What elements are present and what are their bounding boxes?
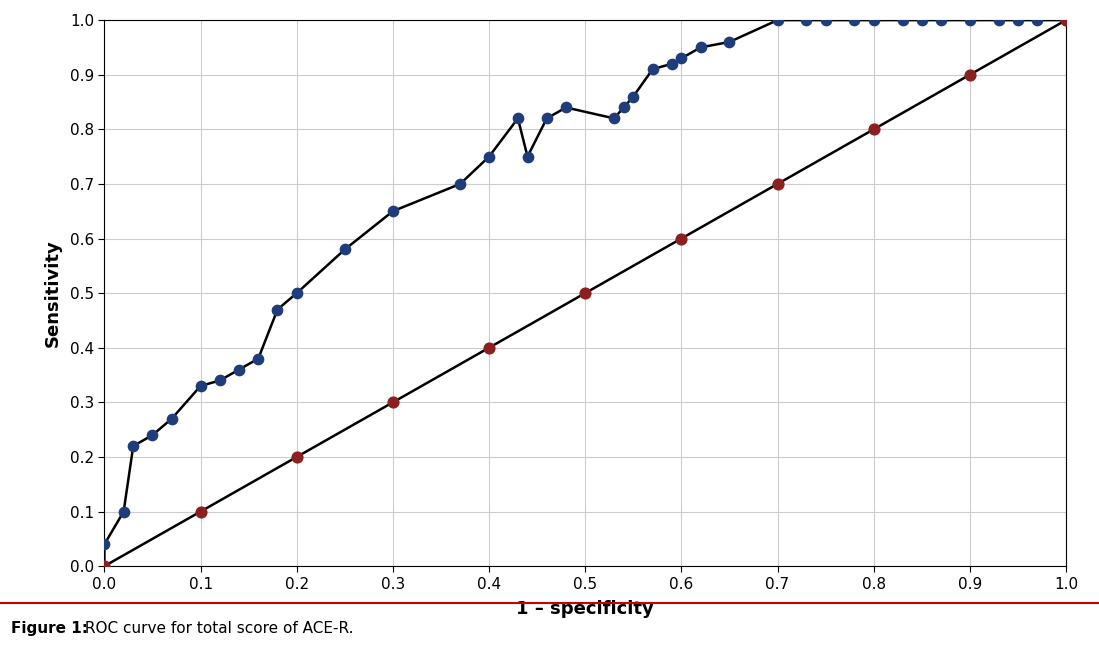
Point xyxy=(961,70,978,80)
Point xyxy=(624,91,642,102)
Point xyxy=(913,15,931,25)
Point xyxy=(385,397,402,407)
Point xyxy=(115,507,132,517)
Point xyxy=(480,151,498,162)
Point xyxy=(932,15,950,25)
Point xyxy=(644,64,662,74)
Point xyxy=(846,15,864,25)
Point xyxy=(1057,15,1075,25)
Point xyxy=(817,15,834,25)
X-axis label: 1 – specificity: 1 – specificity xyxy=(517,600,654,618)
Point xyxy=(268,304,286,315)
Point xyxy=(1009,15,1026,25)
Point xyxy=(865,124,882,135)
Point xyxy=(191,381,209,391)
Point xyxy=(663,58,680,69)
Point xyxy=(721,37,739,48)
Point xyxy=(865,15,882,25)
Point xyxy=(615,102,633,113)
Point xyxy=(519,151,536,162)
Point xyxy=(557,102,575,113)
Point xyxy=(211,375,229,386)
Point xyxy=(768,15,786,25)
Point xyxy=(1029,15,1046,25)
Point xyxy=(385,206,402,216)
Point xyxy=(673,233,690,244)
Point xyxy=(249,353,267,364)
Point xyxy=(231,364,248,375)
Point xyxy=(893,15,911,25)
Point xyxy=(144,429,162,440)
Point xyxy=(692,42,710,53)
Point xyxy=(163,413,180,424)
Point xyxy=(96,561,113,572)
Point xyxy=(768,179,786,190)
Point xyxy=(990,15,1008,25)
Point xyxy=(606,113,623,124)
Point xyxy=(124,441,142,452)
Text: ROC curve for total score of ACE-R.: ROC curve for total score of ACE-R. xyxy=(80,621,354,636)
Point xyxy=(1057,15,1075,25)
Point xyxy=(509,113,526,124)
Point xyxy=(96,561,113,572)
Point xyxy=(539,113,556,124)
Point xyxy=(798,15,815,25)
Point xyxy=(288,288,306,299)
Y-axis label: Sensitivity: Sensitivity xyxy=(43,239,62,347)
Point xyxy=(288,452,306,462)
Point xyxy=(96,539,113,549)
Point xyxy=(576,288,593,299)
Text: Figure 1:: Figure 1: xyxy=(11,621,88,636)
Point xyxy=(961,15,978,25)
Point xyxy=(480,342,498,353)
Point xyxy=(673,53,690,64)
Point xyxy=(452,179,469,190)
Point xyxy=(191,507,209,517)
Point xyxy=(336,244,354,255)
